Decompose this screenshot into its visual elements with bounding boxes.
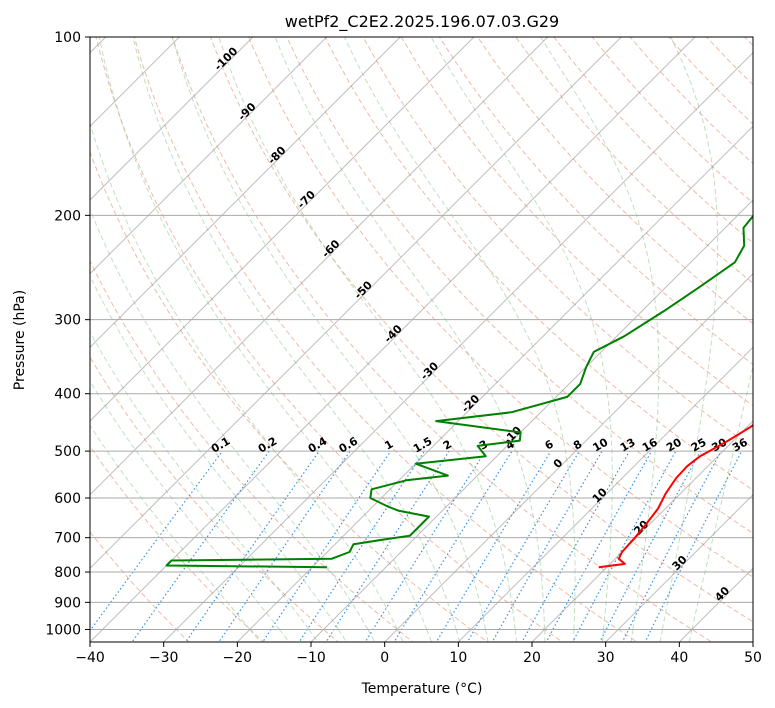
x-tick-label: 40 [670,650,688,666]
moist-adiabat [485,629,489,642]
moist-adiabat [396,629,404,642]
plot-background [90,37,753,642]
x-tick-label: 30 [597,650,615,666]
y-tick-label: 100 [54,30,81,46]
moist-adiabat [426,629,433,642]
dry-adiabat [171,37,713,642]
isotherm [90,37,402,349]
moist-adiabat [514,629,518,642]
isotherm [0,10,59,654]
moist-adiabat [688,629,693,642]
temperature-profile [598,423,753,569]
dry-adiabat [400,37,753,407]
y-tick-label: 300 [54,313,81,329]
isotherm [90,37,549,496]
isotherm [310,199,753,642]
moist-adiabat [430,37,613,630]
moist-adiabat [98,37,428,630]
x-tick-label: −40 [75,650,105,666]
moist-adiabat [218,37,516,630]
y-tick-label: 500 [54,444,81,460]
isotherm [90,37,475,422]
y-tick-label: 900 [54,595,81,611]
moist-adiabat [90,207,369,630]
dry-adiabat [90,259,414,642]
moist-adiabat [544,629,546,642]
y-tick-label: 600 [54,491,81,507]
y-ticks: 100 200 300 400 500 600 700 800 900 1000 [45,30,90,638]
isotherm [236,125,753,642]
moist-adiabat [691,363,753,630]
chart-title: wetPf2_C2E2.2025.196.07.03.G29 [285,12,559,32]
dry-adiabat [90,531,190,642]
moist-adiabat [455,629,461,642]
y-tick-label: 400 [54,387,81,403]
isotherm [90,37,328,275]
dry-adiabat [133,37,638,642]
moist-adiabat [343,37,576,630]
dry-adiabat [756,10,775,654]
dry-adiabat [477,37,753,325]
moist-adiabat [661,37,719,630]
dry-adiabat [90,445,265,642]
moist-adiabat [367,629,376,642]
isotherm [457,346,753,642]
x-tick-label: 0 [380,650,389,666]
moist-adiabat [659,629,663,642]
isotherm [162,51,753,642]
x-tick-label: −20 [223,650,253,666]
profiles [165,214,753,569]
dry-adiabat [95,37,564,642]
isotherm [383,272,753,642]
x-tick-label: 10 [449,650,467,666]
isotherm [604,493,753,642]
x-ticks: −40 −30 −20 −10 0 10 20 30 40 50 [75,642,762,666]
x-axis-label: Temperature (°C) [361,681,483,697]
y-tick-label: 700 [54,531,81,547]
isotherm [90,37,181,128]
y-tick-label: 800 [54,565,81,581]
dry-adiabat [248,37,753,578]
moist-adiabat [132,37,457,630]
moist-adiabat [90,274,339,630]
x-tick-label: 20 [523,650,541,666]
moist-adiabat [601,629,604,642]
moist-adiabat [274,37,546,630]
moist-adiabat [171,37,487,630]
dewpoint-profile [165,214,753,569]
y-axis-label: Pressure (hPa) [12,290,28,390]
isotherm [90,37,696,642]
y-tick-label: 200 [54,208,81,224]
moist-adiabat [573,629,575,642]
moist-adiabat [90,330,310,630]
plot-frame [89,36,754,643]
x-tick-label: −30 [149,650,179,666]
moist-adiabat [90,121,398,630]
x-tick-label: −10 [296,650,326,666]
dry-adiabat [209,37,753,623]
y-tick-label: 1000 [45,622,81,638]
moist-adiabat [540,37,660,630]
isotherm [90,37,254,201]
x-tick-label: 50 [744,650,762,666]
dry-adiabat [362,37,753,449]
moist-adiabat [630,629,634,642]
isotherm [90,37,623,570]
dry-adiabat [515,37,753,284]
